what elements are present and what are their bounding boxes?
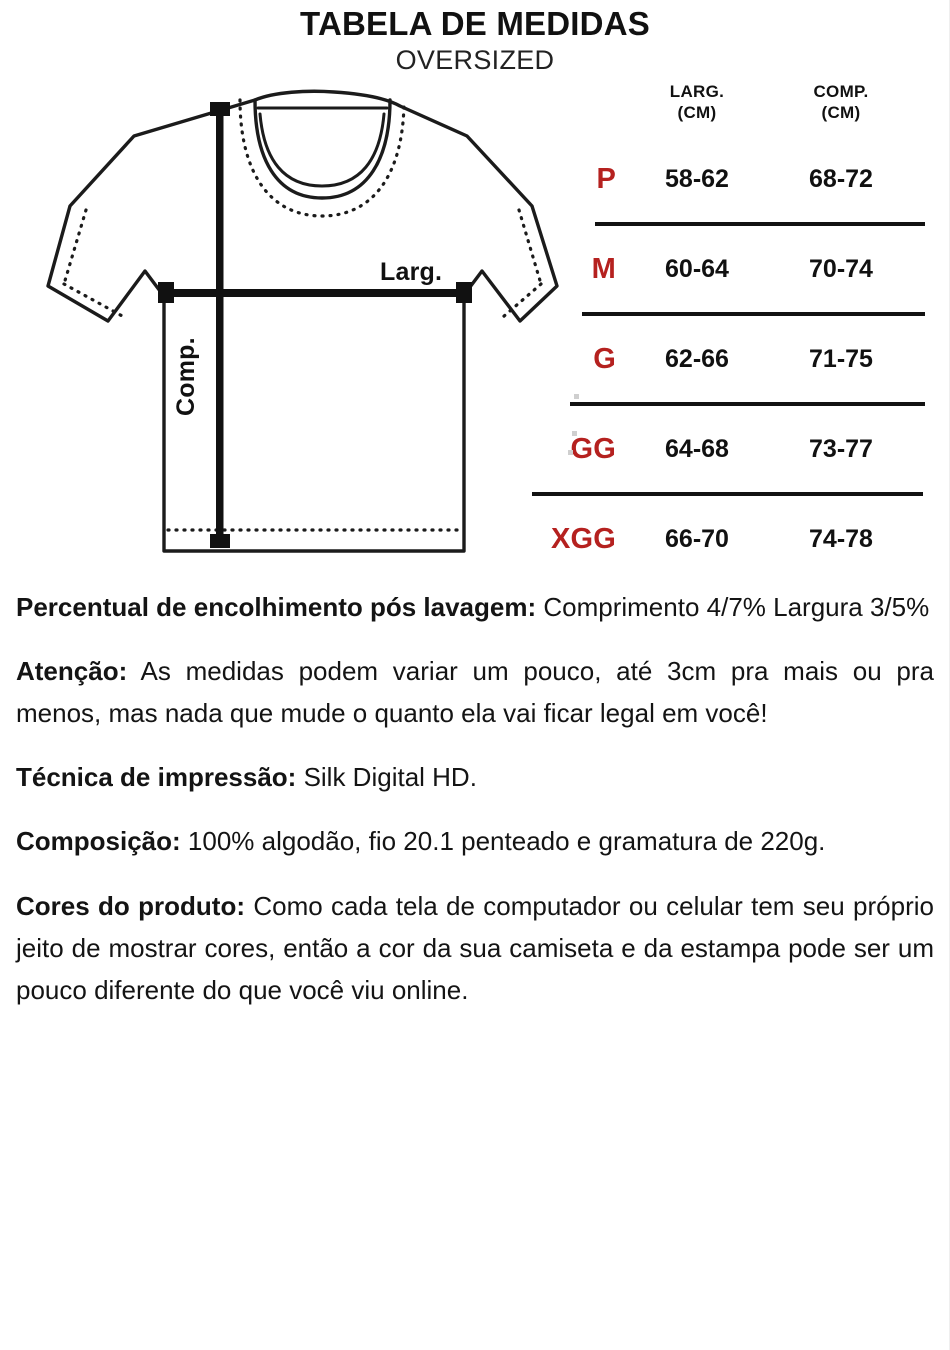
- row-size-label: M: [591, 252, 616, 285]
- table-row: XGG 66-70 74-78: [520, 496, 950, 582]
- row-divider: [595, 222, 925, 226]
- scan-speck: [574, 394, 579, 399]
- row-divider: [532, 492, 923, 496]
- page-title: TABELA DE MEDIDAS: [300, 5, 650, 42]
- table-row: P 58-62 68-72: [520, 136, 950, 222]
- table-row: M 60-64 70-74: [520, 226, 950, 312]
- info-paragraph-shrinkage: Percentual de encolhimento pós lavagem: …: [16, 586, 934, 628]
- chart-top-region: Larg. Comp. LARG. (CM) COMP. (CM): [0, 76, 950, 584]
- table-header-row: LARG. (CM) COMP. (CM): [520, 76, 950, 136]
- column-header-larg-unit: (CM): [677, 102, 717, 122]
- info-label: Composição:: [16, 826, 181, 857]
- info-text: As medidas podem variar um pouco, até 3c…: [16, 656, 934, 729]
- info-text: Silk Digital HD.: [296, 762, 477, 793]
- row-comp-value: 68-72: [809, 164, 873, 193]
- row-divider: [582, 312, 925, 316]
- info-label: Percentual de encolhimento pós lavagem:: [16, 592, 537, 622]
- row-larg-value: 60-64: [665, 254, 729, 283]
- row-divider: [570, 402, 925, 406]
- row-size-label: P: [596, 162, 616, 195]
- page-subtitle: OVERSIZED: [395, 44, 555, 75]
- row-larg-value: 66-70: [665, 524, 729, 553]
- length-label: Comp.: [172, 337, 200, 416]
- width-label: Larg.: [380, 258, 443, 286]
- scan-speck: [572, 431, 577, 436]
- row-larg-value: 62-66: [665, 344, 729, 373]
- tshirt-diagram: Larg. Comp.: [12, 86, 582, 576]
- row-comp-value: 70-74: [809, 254, 873, 283]
- info-paragraph-attention: Atenção: As medidas podem variar um pouc…: [16, 650, 934, 734]
- row-comp-value: 73-77: [809, 434, 873, 463]
- table-row: G 62-66 71-75: [520, 316, 950, 402]
- column-header-larg-name: LARG.: [669, 82, 725, 101]
- info-paragraph-colors: Cores do produto: Como cada tela de comp…: [16, 885, 934, 1011]
- row-size-label: GG: [570, 432, 616, 465]
- header: TABELA DE MEDIDAS OVERSIZED: [0, 0, 950, 76]
- info-text: Como cada tela de computador ou celular …: [16, 890, 934, 1005]
- info-label: Cores do produto:: [16, 890, 245, 921]
- column-header-larg: LARG. (CM): [628, 76, 766, 123]
- size-table: LARG. (CM) COMP. (CM) P 58-62 68-72 M 60…: [520, 76, 950, 582]
- column-header-comp: COMP. (CM): [766, 76, 916, 123]
- scan-speck: [568, 450, 573, 455]
- info-text: Comprimento 4/7% Largura 3/5%: [536, 592, 930, 622]
- row-comp-value: 71-75: [809, 344, 873, 373]
- row-larg-value: 58-62: [665, 164, 729, 193]
- row-size-label: XGG: [550, 522, 616, 555]
- row-comp-value: 74-78: [809, 524, 873, 553]
- info-text: 100% algodão, fio 20.1 penteado e gramat…: [180, 826, 826, 857]
- column-header-comp-name: COMP.: [813, 82, 869, 101]
- info-label: Atenção:: [16, 656, 128, 687]
- row-size-label: G: [593, 342, 616, 375]
- info-paragraph-composition: Composição: 100% algodão, fio 20.1 pente…: [16, 820, 934, 862]
- larg-measure-line: [158, 282, 472, 303]
- info-label: Técnica de impressão:: [16, 762, 297, 793]
- info-paragraph-print-technique: Técnica de impressão: Silk Digital HD.: [16, 756, 934, 798]
- info-section: Percentual de encolhimento pós lavagem: …: [0, 586, 950, 1011]
- comp-measure-line: [210, 102, 230, 548]
- table-row: GG 64-68 73-77: [520, 406, 950, 492]
- row-larg-value: 64-68: [665, 434, 729, 463]
- column-header-comp-unit: (CM): [821, 102, 861, 122]
